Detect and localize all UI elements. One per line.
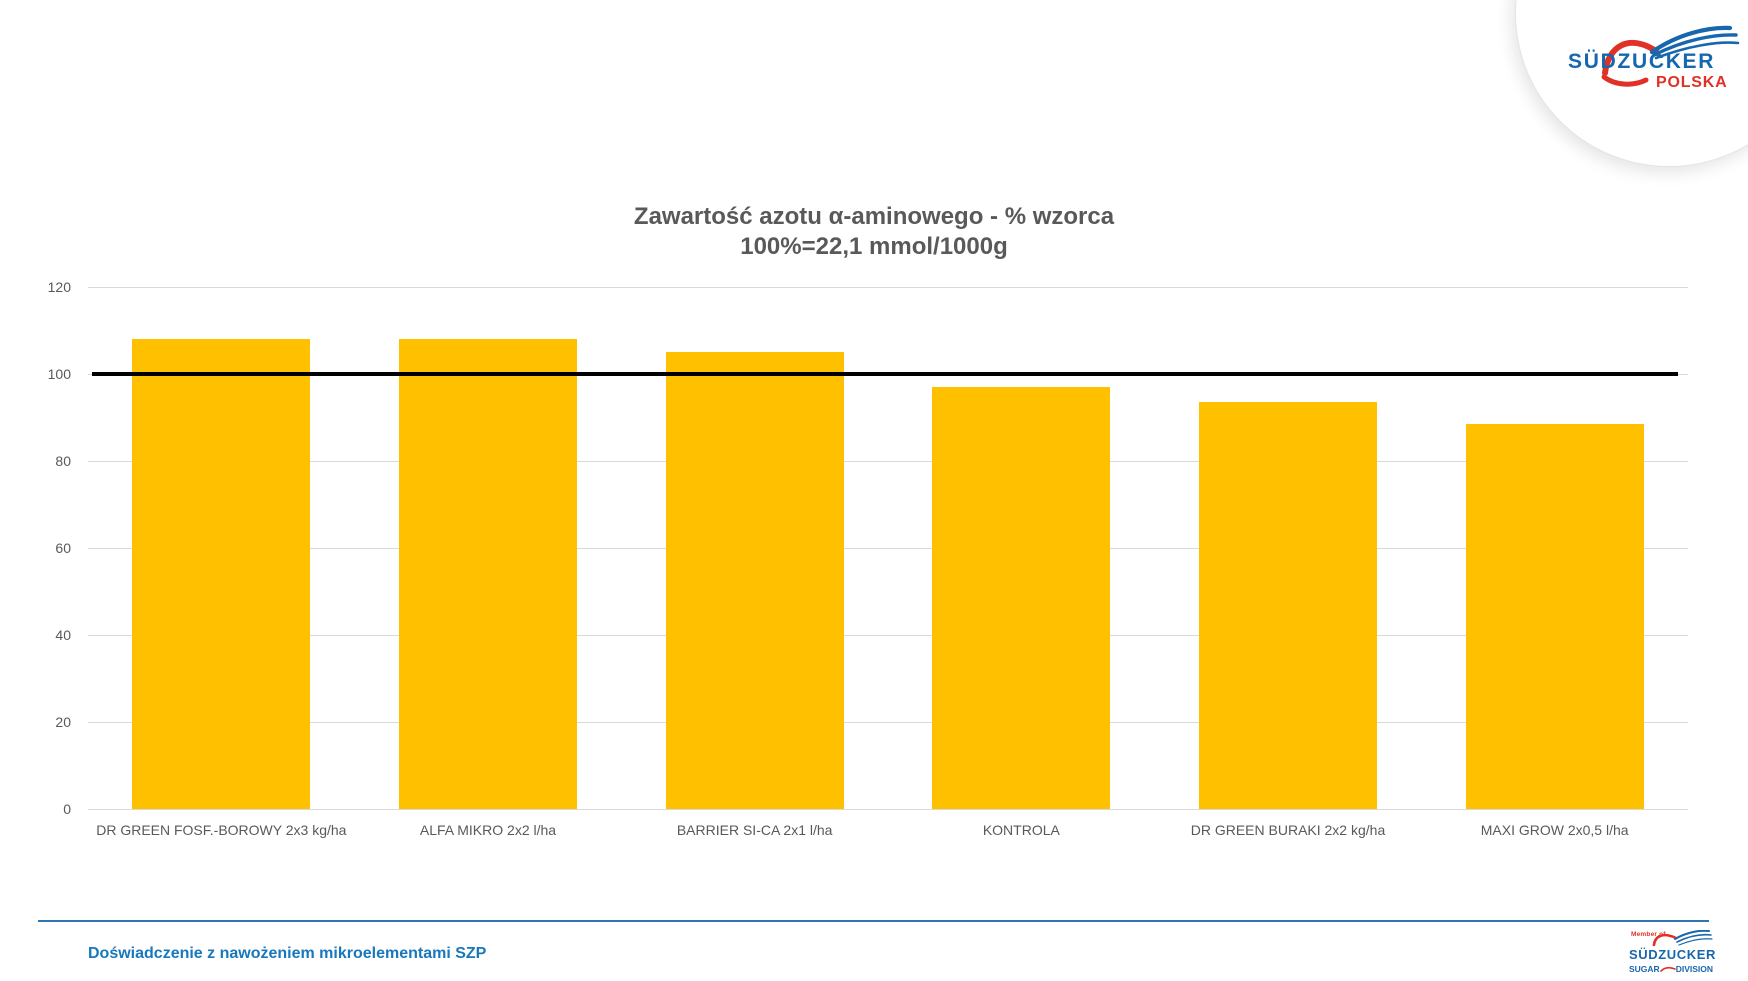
- bar-3: [665, 352, 844, 810]
- leaf-swoosh-icon: [1654, 41, 1740, 60]
- category-label: KONTROLA: [982, 822, 1060, 838]
- chart-title: Zawartość azotu α-aminowego - % wzorca 1…: [0, 202, 1748, 262]
- y-axis-tick-label: 20: [55, 714, 71, 731]
- y-axis-tick-label: 0: [63, 801, 71, 818]
- category-label: BARRIER SI-CA 2x1 l/ha: [676, 822, 833, 838]
- bar-2: [399, 339, 577, 810]
- division-left-label: SUGAR: [1629, 964, 1660, 974]
- gridline-y-0: [88, 808, 1688, 810]
- category-label: MAXI GROW 2x0,5 l/ha: [1480, 822, 1629, 838]
- y-axis-tick-label: 60: [55, 540, 71, 557]
- footer-divider: [38, 920, 1709, 922]
- red-swoosh-icon: [1659, 966, 1676, 972]
- logo-region-text: POLSKA: [1656, 74, 1727, 91]
- bar-6: [1465, 424, 1644, 810]
- bar-5: [1199, 402, 1377, 810]
- chart-title-line2: 100%=22,1 mmol/1000g: [740, 233, 1008, 260]
- division-right-label: DIVISION: [1675, 964, 1714, 974]
- gridline-y-40: [88, 634, 1688, 636]
- bar-1: [132, 339, 311, 810]
- leaf-swoosh-icon: [1652, 33, 1738, 57]
- beet-arc-icon: [1602, 39, 1659, 76]
- bar-4: [932, 387, 1111, 810]
- footer-caption: Doświadczenie z nawożeniem mikroelementa…: [88, 945, 487, 962]
- logo-brand-text-small: SÜDZUCKER: [1629, 947, 1717, 962]
- chart-title-line1: Zawartość azotu α-aminowego - % wzorca: [633, 203, 1115, 230]
- sudzucker-sugar-division-logo: Member of SÜDZUCKER SUGAR DIVISION: [1626, 930, 1716, 978]
- beet-leaf-mini-icon: [1652, 930, 1713, 947]
- member-of-label: Member of: [1631, 931, 1666, 938]
- reference-line-100pct: [92, 372, 1678, 377]
- category-label: DR GREEN FOSF.-BOROWY 2x3 kg/ha: [96, 822, 347, 838]
- y-axis-tick-label: 120: [47, 279, 71, 295]
- beet-arc-lower-icon: [1601, 74, 1649, 87]
- gridline-y-20: [88, 721, 1688, 723]
- leaf-swoosh-icon: [1649, 25, 1733, 55]
- y-axis-tick-label: 100: [47, 366, 71, 383]
- sudzucker-polska-logo: SÜDZUCKER POLSKA: [1568, 25, 1740, 91]
- gridline-y-60: [88, 547, 1688, 549]
- y-axis-tick-label: 40: [55, 627, 71, 644]
- gridline-y-80: [88, 460, 1688, 462]
- sugar-division-row: SUGAR DIVISION: [1629, 964, 1713, 974]
- gridline-y-120: [88, 286, 1688, 288]
- logo-brand-text: SÜDZUCKER: [1568, 50, 1715, 73]
- category-label: ALFA MIKRO 2x2 l/ha: [419, 822, 557, 838]
- category-label: DR GREEN BURAKI 2x2 kg/ha: [1190, 822, 1386, 838]
- y-axis-tick-label: 80: [55, 453, 71, 470]
